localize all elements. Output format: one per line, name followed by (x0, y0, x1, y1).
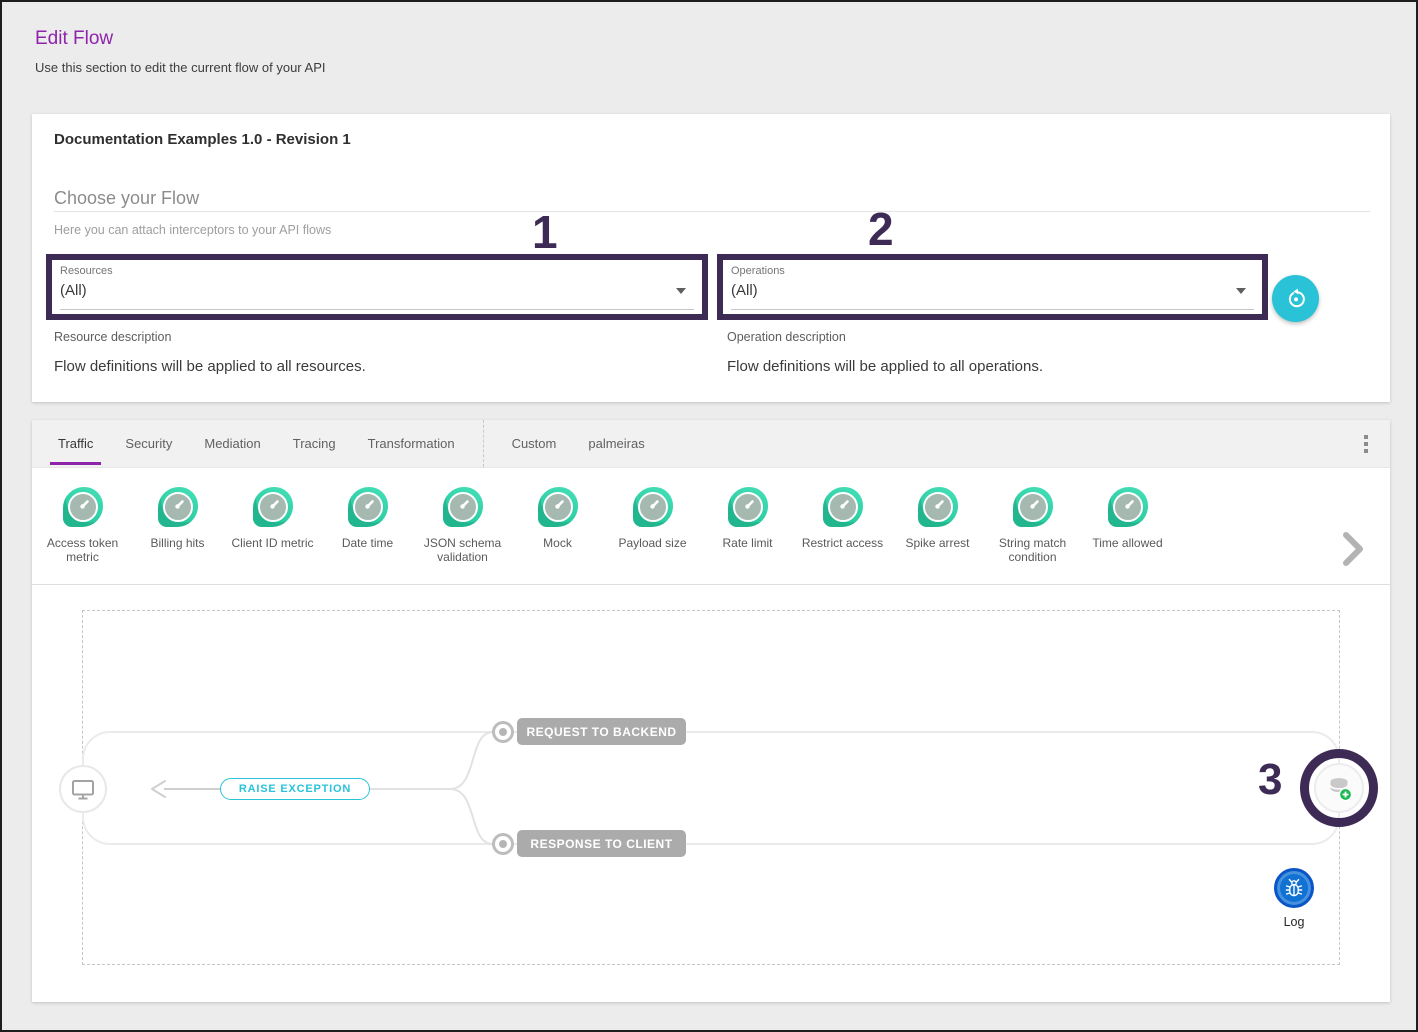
resources-value: (All) (60, 282, 87, 299)
operation-description-text: Flow definitions will be applied to all … (727, 358, 1044, 375)
flow-diagram: RAISE EXCEPTION REQUEST TO BACKEND RESPO… (32, 585, 1390, 1002)
interceptor-client-id-metric[interactable]: Client ID metric (225, 487, 320, 584)
tab-tracing[interactable]: Tracing (292, 436, 336, 451)
interceptor-label: Billing hits (150, 536, 205, 550)
resource-description-text: Flow definitions will be applied to all … (54, 358, 366, 375)
api-revision-title: Documentation Examples 1.0 - Revision 1 (54, 131, 351, 148)
resources-select[interactable]: Resources (All) (52, 260, 702, 314)
choose-flow-subheading: Here you can attach interceptors to your… (54, 223, 332, 237)
tab-traffic[interactable]: Traffic (42, 420, 109, 467)
tab-palmeiras[interactable]: palmeiras (588, 436, 645, 451)
annotation-number-1: 1 (532, 206, 558, 258)
divider (731, 309, 1254, 310)
choose-flow-heading: Choose your Flow (54, 188, 200, 208)
tab-transformation[interactable]: Transformation (367, 436, 455, 451)
gauge-icon (1012, 487, 1053, 527)
tab-custom[interactable]: Custom (511, 436, 557, 451)
chevron-down-icon (676, 288, 686, 294)
gauge-icon (442, 487, 483, 527)
interceptor-label: Restrict access (801, 536, 884, 550)
interceptor-billing-hits[interactable]: Billing hits (130, 487, 225, 584)
tab-mediation[interactable]: Mediation (204, 436, 261, 451)
resources-label: Resources (60, 265, 113, 277)
interceptor-label: String match condition (998, 536, 1067, 565)
operation-description-label: Operation description (727, 330, 846, 344)
operations-value: (All) (731, 282, 758, 299)
annotation-box-operations: Operations (All) (717, 254, 1268, 320)
annotation-box-resources: Resources (All) (46, 254, 708, 320)
interceptor-restrict-access[interactable]: Restrict access (795, 487, 890, 584)
kebab-menu-icon[interactable] (1364, 420, 1368, 467)
interceptor-label: JSON schema validation (423, 536, 502, 565)
scroll-right-chevron-icon[interactable] (1342, 532, 1364, 571)
divider (482, 420, 484, 467)
gauge-icon (727, 487, 768, 527)
page-subtitle: Use this section to edit the current flo… (35, 60, 326, 75)
divider (60, 309, 694, 310)
monitor-icon (70, 778, 96, 801)
raise-exception-pill[interactable]: RAISE EXCEPTION (220, 778, 370, 800)
interceptor-label: Rate limit (722, 536, 773, 550)
bug-icon (1283, 877, 1305, 899)
log-interceptor-button[interactable] (1274, 868, 1314, 908)
annotation-number-2: 2 (868, 203, 894, 255)
gauge-icon (62, 487, 103, 527)
flow-selection-card: Documentation Examples 1.0 - Revision 1 … (32, 114, 1390, 402)
interceptor-spike-arrest[interactable]: Spike arrest (890, 487, 985, 584)
interceptor-json-schema-validation[interactable]: JSON schema validation (415, 487, 510, 584)
page-title: Edit Flow (35, 28, 114, 49)
annotation-number-3: 3 (1258, 755, 1283, 804)
interceptor-list: Access token metric Billing hits Client … (32, 468, 1390, 585)
restore-flow-button[interactable] (1272, 275, 1319, 322)
flow-connectors (151, 721, 514, 855)
gauge-icon (1107, 487, 1148, 527)
log-interceptor-label: Log (1283, 915, 1305, 929)
interceptor-mock[interactable]: Mock (510, 487, 605, 584)
interceptor-category-tabs: Traffic Security Mediation Tracing Trans… (32, 420, 1390, 468)
gauge-icon (632, 487, 673, 527)
interceptor-date-time[interactable]: Date time (320, 487, 415, 584)
gauge-icon (822, 487, 863, 527)
interceptor-label: Date time (341, 536, 394, 550)
interceptor-label: Time allowed (1092, 536, 1163, 550)
request-to-backend-pill[interactable]: REQUEST TO BACKEND (517, 718, 686, 745)
resource-description-label: Resource description (54, 330, 172, 344)
interceptor-rate-limit[interactable]: Rate limit (700, 487, 795, 584)
interceptor-label: Client ID metric (231, 536, 314, 550)
interceptor-label: Access token metric (46, 536, 119, 565)
gauge-icon (347, 487, 388, 527)
interceptor-payload-size[interactable]: Payload size (605, 487, 700, 584)
gauge-icon (157, 487, 198, 527)
gauge-icon (917, 487, 958, 527)
tab-security[interactable]: Security (125, 436, 173, 451)
restore-icon (1284, 287, 1308, 311)
interceptor-access-token-metric[interactable]: Access token metric (35, 487, 130, 584)
interceptor-label: Payload size (618, 536, 687, 550)
interceptor-label: Spike arrest (905, 536, 970, 550)
gauge-icon (537, 487, 578, 527)
flow-editor-card: Traffic Security Mediation Tracing Trans… (32, 420, 1390, 1002)
database-add-icon (1325, 774, 1353, 802)
client-node[interactable] (59, 765, 107, 813)
chevron-down-icon (1236, 288, 1246, 294)
interceptor-time-allowed[interactable]: Time allowed (1080, 487, 1175, 584)
add-backend-button[interactable] (1314, 763, 1364, 813)
response-to-client-pill[interactable]: RESPONSE TO CLIENT (517, 830, 686, 857)
gauge-icon (252, 487, 293, 527)
divider (54, 211, 1370, 212)
operations-label: Operations (731, 265, 785, 277)
interceptor-string-match-condition[interactable]: String match condition (985, 487, 1080, 584)
interceptor-label: Mock (543, 536, 572, 550)
operations-select[interactable]: Operations (All) (723, 260, 1262, 314)
